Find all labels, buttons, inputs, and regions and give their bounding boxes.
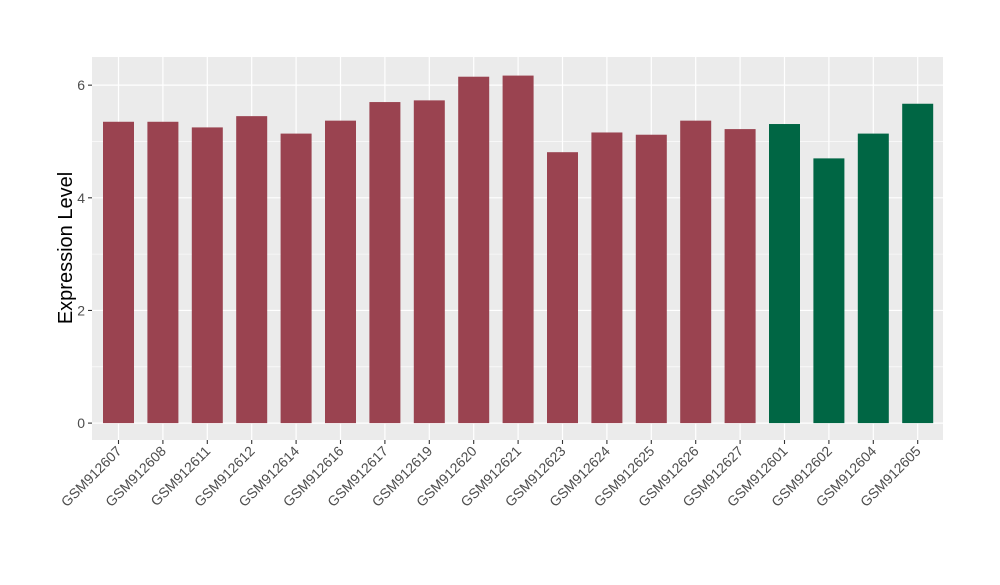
y-tick-label: 4 (77, 190, 85, 206)
y-axis: 0 2 4 6 (77, 77, 92, 431)
bar-gsm912623 (547, 152, 578, 424)
bar-gsm912620 (458, 76, 490, 424)
bar-gsm912624 (591, 132, 623, 424)
bar-gsm912627 (724, 129, 756, 424)
bar-gsm912625 (635, 134, 667, 424)
bar-gsm912608 (147, 121, 179, 424)
bar-gsm912605 (902, 103, 934, 424)
bar-gsm912619 (413, 100, 445, 424)
y-axis-label: Expression Level (55, 172, 77, 324)
bar-gsm912626 (680, 120, 712, 424)
y-tick-label: 2 (77, 302, 85, 318)
bar-gsm912616 (325, 120, 356, 424)
bar-gsm912607 (103, 121, 134, 424)
bar-gsm912617 (369, 102, 401, 424)
bar-gsm912614 (280, 133, 312, 424)
y-tick-label: 0 (77, 415, 85, 431)
bar-gsm912602 (813, 158, 845, 424)
bar-gsm912612 (236, 116, 268, 424)
bar-gsm912601 (769, 124, 800, 424)
bar-gsm912611 (191, 127, 223, 424)
y-tick-label: 6 (77, 77, 85, 93)
bar-gsm912604 (857, 133, 889, 424)
x-axis: GSM912607GSM912608GSM912611GSM912612GSM9… (58, 440, 924, 510)
bar-gsm912621 (502, 75, 534, 424)
bars (103, 75, 934, 424)
